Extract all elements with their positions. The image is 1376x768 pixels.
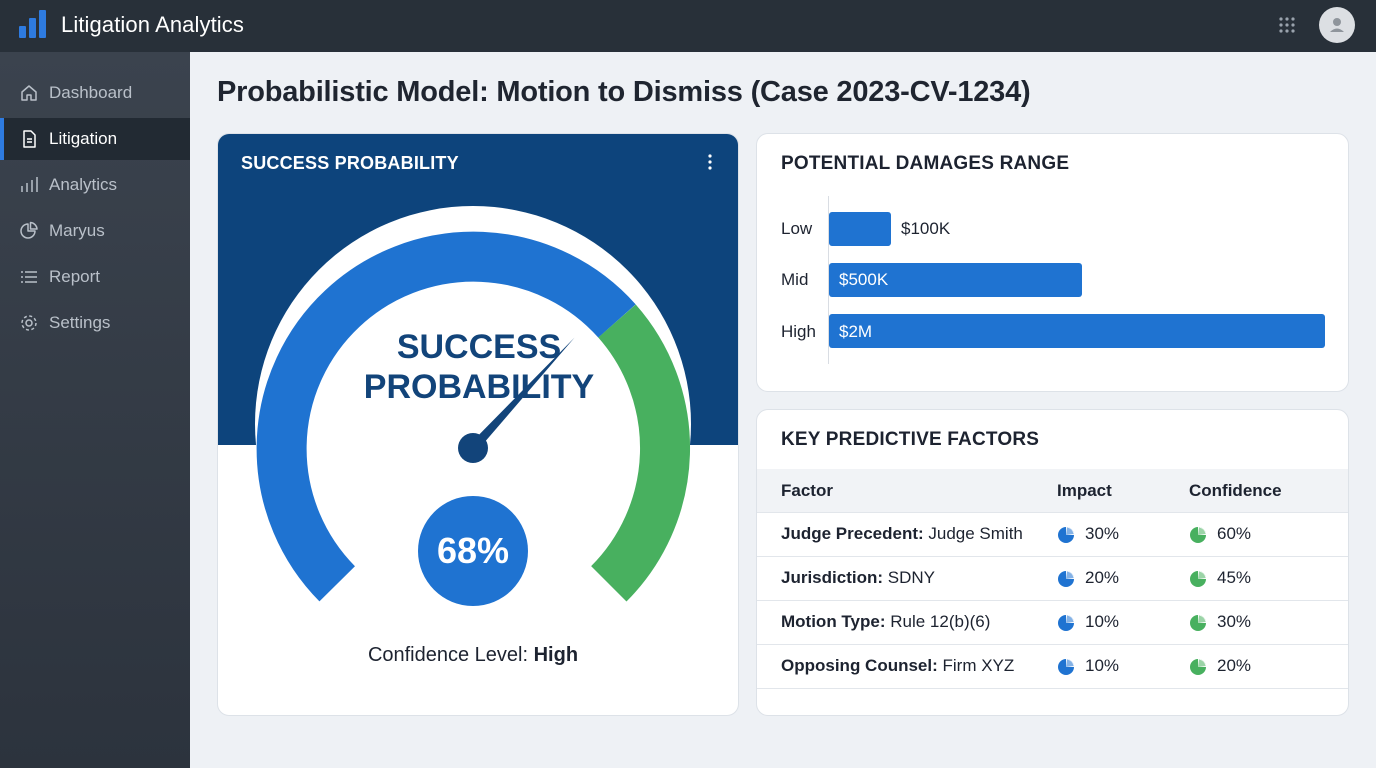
bar-chart-logo-icon: [19, 10, 46, 38]
damages-axis: [828, 196, 829, 364]
gauge-arc-progress: [256, 231, 636, 602]
sidebar-item-label: Dashboard: [49, 83, 133, 102]
column-header-impact: Impact: [1057, 481, 1112, 500]
sidebar-item-label: Litigation: [49, 129, 118, 148]
table-header: Factor Impact Confidence: [757, 469, 1348, 513]
damages-value-mid: $500K: [839, 270, 889, 289]
app-title: Litigation Analytics: [61, 12, 244, 37]
top-bar: Litigation Analytics: [0, 0, 1376, 52]
document-icon: [23, 130, 36, 148]
gauge-label-line1: SUCCESS: [396, 328, 562, 366]
sidebar-item-label: Settings: [49, 313, 111, 332]
factor-cell: Jurisdiction: SDNY: [781, 568, 935, 588]
damages-bar-mid: [829, 263, 1082, 297]
key-predictive-factors-card: KEY PREDICTIVE FACTORS Factor Impact Con…: [756, 409, 1349, 716]
factor-cell: Motion Type: Rule 12(b)(6): [781, 612, 990, 632]
factor-name: Jurisdiction:: [781, 568, 884, 587]
damages-row-label: High: [781, 322, 816, 341]
pie-chart-icon: [20, 221, 38, 239]
gauge-needle: [469, 337, 575, 452]
confidence-pie-icon: [1190, 527, 1206, 543]
potential-damages-card: POTENTIAL DAMAGES RANGE Low $100K Mid $5…: [756, 133, 1349, 392]
impact-value: 10%: [1085, 612, 1120, 631]
table-row[interactable]: Judge Precedent: Judge Smith 30% 60%: [757, 513, 1348, 557]
sidebar-item-label: Analytics: [49, 175, 118, 194]
confidence-label: Confidence Level:: [367, 644, 529, 666]
table-row[interactable]: Jurisdiction: SDNY 20% 45%: [757, 557, 1348, 601]
factor-cell: Judge Precedent: Judge Smith: [781, 524, 1023, 544]
factor-cell: Opposing Counsel: Firm XYZ: [781, 656, 1014, 676]
impact-pie-icon: [1058, 615, 1074, 631]
sidebar-item-litigation[interactable]: Litigation: [0, 118, 190, 160]
bar-chart-icon: [21, 177, 38, 192]
gauge-center-label: SUCCESS PROBABILITY: [329, 327, 629, 407]
impact-pie-icon: [1058, 571, 1074, 587]
card-title: SUCCESS PROBABILITY: [241, 153, 459, 173]
impact-value: 30%: [1085, 524, 1120, 543]
factor-detail: Rule 12(b)(6): [890, 612, 991, 631]
table-row[interactable]: Motion Type: Rule 12(b)(6) 10% 30%: [757, 601, 1348, 645]
more-options-icon[interactable]: [702, 152, 718, 172]
damages-value-high: $2M: [839, 322, 873, 341]
confidence-pie-icon: [1190, 571, 1206, 587]
confidence-value: 45%: [1217, 568, 1252, 587]
factor-name: Opposing Counsel:: [781, 656, 938, 675]
impact-pie-icon: [1058, 659, 1074, 675]
card-title: POTENTIAL DAMAGES RANGE: [781, 153, 1070, 174]
confidence-level: Confidence Level: High: [218, 644, 728, 667]
card-title: KEY PREDICTIVE FACTORS: [781, 429, 1040, 450]
column-header-confidence: Confidence: [1189, 481, 1282, 500]
user-avatar[interactable]: [1319, 7, 1355, 43]
table-row[interactable]: Opposing Counsel: Firm XYZ 10% 20%: [757, 645, 1348, 689]
damages-row-label: Low: [781, 219, 813, 238]
success-percentage: 68%: [418, 496, 528, 606]
success-probability-card: SUCCESS PROBABILITY SUCCESS PROBABILITY …: [217, 133, 739, 716]
confidence-pie-icon: [1190, 659, 1206, 675]
damages-bar-low: [829, 212, 891, 246]
list-icon: [21, 271, 37, 283]
impact-value: 10%: [1085, 656, 1120, 675]
gear-icon: [21, 315, 37, 331]
sidebar-item-settings[interactable]: Settings: [0, 302, 190, 344]
sidebar-item-analytics[interactable]: Analytics: [0, 164, 190, 206]
sidebar-item-label: Maryus: [49, 221, 105, 240]
factor-name: Motion Type:: [781, 612, 886, 631]
apps-grid-icon[interactable]: [1277, 15, 1297, 35]
column-header-factor: Factor: [781, 481, 833, 500]
confidence-value: 20%: [1217, 656, 1252, 675]
confidence-pie-icon: [1190, 615, 1206, 631]
sidebar-item-dashboard[interactable]: Dashboard: [0, 72, 190, 114]
sidebar-item-report[interactable]: Report: [0, 256, 190, 298]
gauge-needle-hub: [458, 433, 488, 463]
sidebar: Dashboard Litigation Analytics Maryus Re…: [0, 52, 190, 768]
impact-value: 20%: [1085, 568, 1120, 587]
damages-value-low: $100K: [901, 219, 951, 238]
sidebar-item-label: Report: [49, 267, 101, 286]
gauge-label-line2: PROBABILITY: [363, 368, 595, 406]
user-icon: [1330, 18, 1344, 32]
factor-name: Judge Precedent:: [781, 524, 924, 543]
confidence-value: 30%: [1217, 612, 1252, 631]
gauge-chart: [255, 206, 691, 642]
gauge-arc-remaining: [590, 304, 690, 602]
home-icon: [21, 85, 37, 101]
sidebar-item-maryus[interactable]: Maryus: [0, 210, 190, 252]
confidence-value: 60%: [1217, 524, 1252, 543]
impact-pie-icon: [1058, 527, 1074, 543]
factor-detail: SDNY: [887, 568, 935, 587]
factor-detail: Judge Smith: [928, 524, 1023, 543]
confidence-value: High: [533, 644, 579, 666]
damages-bar-high: [829, 314, 1325, 348]
factor-detail: Firm XYZ: [942, 656, 1015, 675]
damages-row-label: Mid: [781, 270, 809, 289]
page-title: Probabilistic Model: Motion to Dismiss (…: [217, 76, 1031, 108]
